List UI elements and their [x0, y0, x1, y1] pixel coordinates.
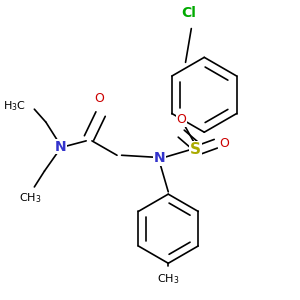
Text: S: S	[190, 142, 201, 157]
Text: O: O	[176, 113, 186, 127]
Text: N: N	[154, 151, 165, 165]
Text: O: O	[219, 137, 229, 150]
Text: N: N	[55, 140, 66, 154]
Text: CH$_3$: CH$_3$	[157, 272, 179, 286]
Text: Cl: Cl	[181, 6, 196, 20]
Text: O: O	[94, 92, 104, 105]
Text: H$_3$C: H$_3$C	[3, 99, 26, 113]
Text: CH$_3$: CH$_3$	[19, 191, 41, 205]
